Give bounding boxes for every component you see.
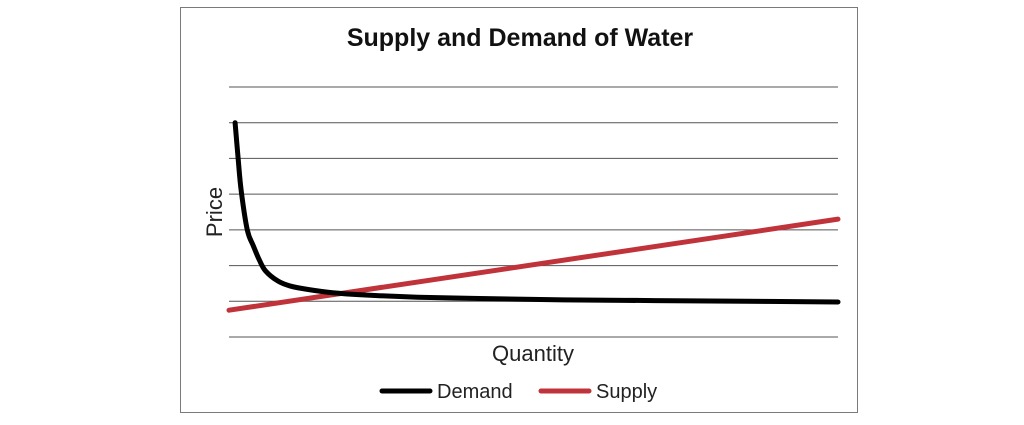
supply-series-line <box>226 216 841 313</box>
legend-label-supply: Supply <box>596 381 657 403</box>
x-axis-label: Quantity <box>492 341 574 366</box>
demand-series-line <box>232 120 841 305</box>
series-group <box>226 120 841 313</box>
chart-title: Supply and Demand of Water <box>347 24 694 52</box>
legend: Demand Supply <box>379 381 657 403</box>
legend-label-demand: Demand <box>437 381 513 403</box>
chart-frame <box>180 7 858 413</box>
y-axis-label: Price <box>202 187 227 237</box>
